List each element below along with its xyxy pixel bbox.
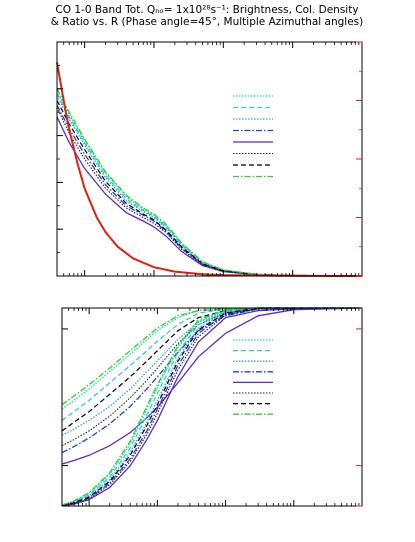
series-line — [61, 307, 362, 421]
legend — [233, 339, 273, 415]
series-line — [61, 307, 363, 507]
series-line — [61, 307, 363, 507]
series-line — [56, 95, 363, 277]
series-line — [61, 307, 362, 506]
series-line — [56, 100, 363, 277]
series-line — [61, 307, 363, 447]
series-line — [56, 93, 363, 277]
series-line — [61, 307, 362, 507]
series-line — [61, 307, 362, 506]
series-line — [61, 307, 362, 506]
title-line-1: CO 1-0 Band Tot. Qₙₒ= 1x10²⁸s⁻¹: Brightn… — [55, 4, 358, 16]
legend — [233, 95, 273, 178]
series-line — [61, 307, 362, 506]
title-line-2: & Ratio vs. R (Phase angle=45°, Multiple… — [51, 16, 364, 28]
series-line — [56, 90, 363, 277]
series-line — [61, 307, 363, 436]
series-line — [61, 307, 363, 465]
series-line — [56, 116, 363, 277]
series-line — [61, 307, 362, 432]
g-factor-panel — [61, 307, 363, 507]
series-line — [61, 307, 362, 406]
series-line — [56, 88, 363, 277]
main-title: CO 1-0 Band Tot. Qₙₒ= 1x10²⁸s⁻¹: Brightn… — [51, 4, 364, 28]
plot-frame — [56, 41, 363, 277]
brightness-panel — [56, 41, 363, 277]
series-line — [61, 307, 363, 454]
plot-frame — [61, 307, 363, 507]
